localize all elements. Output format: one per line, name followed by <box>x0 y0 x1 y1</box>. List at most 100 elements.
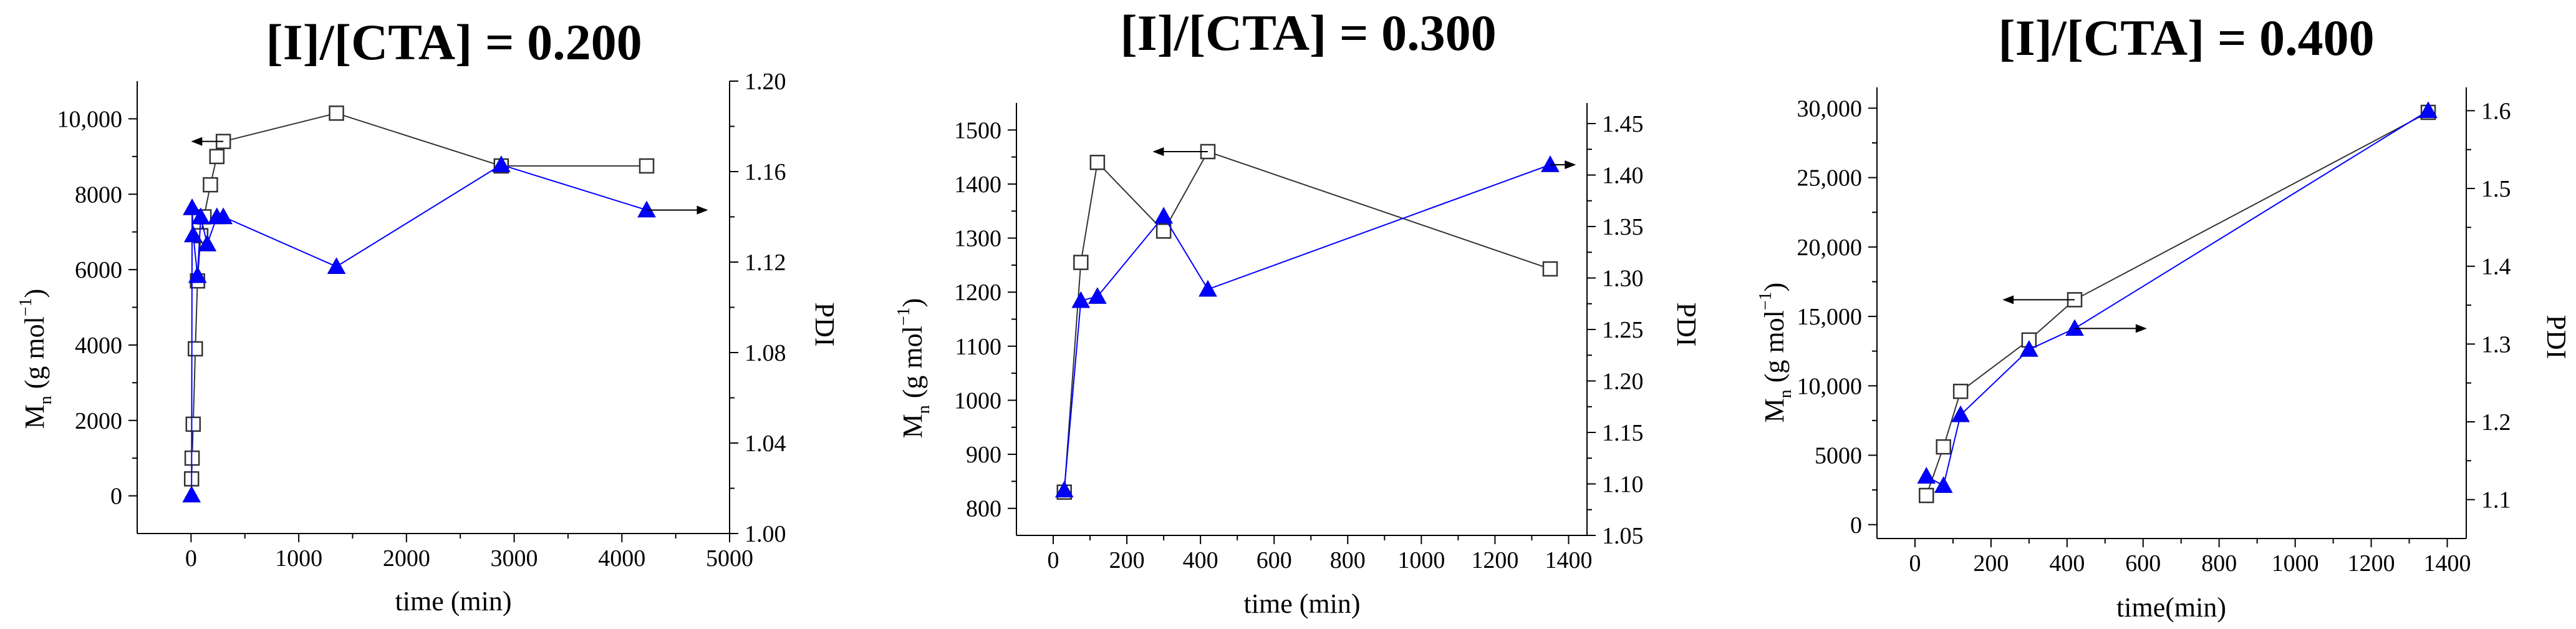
y-left-tick-label-3: 15,000 <box>1797 304 1863 330</box>
y-left-tick-label-2: 1000 <box>954 388 1001 414</box>
chart-title-1: [I]/[CTA] = 0.200 <box>266 14 642 71</box>
pdi-data-point-3 <box>1917 467 1936 484</box>
x-tick-label-1: 3000 <box>491 545 538 572</box>
x-axis-label-3: time(min) <box>2116 592 2226 623</box>
pdi-data-point-1 <box>191 207 210 225</box>
y-left-tick-label-1: 4000 <box>75 333 122 359</box>
x-tick-label-3: 0 <box>1909 550 1921 577</box>
y-right-tick-label-1: 1.20 <box>745 69 786 95</box>
pdi-data-point-3 <box>2065 319 2084 336</box>
x-tick-label-1: 5000 <box>706 545 753 572</box>
y-axis-left-label-2: Mn (g mol−1) <box>894 298 933 439</box>
y-right-tick-label-2: 1.05 <box>1602 523 1644 549</box>
mn-data-point-2 <box>1155 223 1172 239</box>
y-right-tick-label-2: 1.20 <box>1602 369 1644 395</box>
pdi-data-point-2 <box>1054 480 1074 498</box>
y-left-tick-label-3: 10,000 <box>1797 373 1863 399</box>
pdi-data-point-1 <box>188 266 207 283</box>
y-left-tick-label-2: 1200 <box>954 280 1001 306</box>
x-tick-label-2: 1000 <box>1397 547 1445 573</box>
x-tick-label-2: 200 <box>1109 547 1145 573</box>
mn-data-point-2 <box>1089 155 1106 170</box>
y-right-tick-label-2: 1.45 <box>1602 111 1644 137</box>
mn-data-point-2 <box>1542 261 1558 277</box>
pdi-data-point-2 <box>1541 155 1560 172</box>
x-tick-label-3: 800 <box>2201 550 2237 577</box>
x-tick-label-3: 1400 <box>2424 550 2471 577</box>
arrow-right-3 <box>2075 324 2147 333</box>
pdi-series-line-2 <box>1063 164 1551 490</box>
arrow-left-3 <box>2002 295 2075 305</box>
y-left-tick-label-2: 1100 <box>955 334 1001 360</box>
x-tick-label-3: 1000 <box>2272 550 2319 577</box>
pdi-data-point-3 <box>1951 405 1970 422</box>
y-right-tick-label-2: 1.30 <box>1602 266 1644 292</box>
y-left-tick-label-2: 800 <box>966 496 1001 522</box>
y-right-tick-label-3: 1.4 <box>2481 254 2511 280</box>
x-tick-label-3: 400 <box>2049 550 2085 577</box>
x-tick-label-2: 1400 <box>1545 547 1592 573</box>
y-left-tick-label-3: 30,000 <box>1797 95 1863 122</box>
y-right-tick-label-3: 1.1 <box>2481 487 2511 514</box>
y-left-tick-label-2: 1400 <box>954 172 1001 198</box>
y-axis-right-label-1: PDI <box>809 303 840 347</box>
chart-panel-2: [I]/[CTA] = 0.300 0 200 400 600 800 1000 1200 1… <box>894 4 1702 619</box>
mn-data-point-1 <box>203 177 218 193</box>
x-tick-label-1: 4000 <box>598 545 645 572</box>
arrow-left-2 <box>1152 147 1208 156</box>
y-left-tick-label-1: 2000 <box>75 408 122 434</box>
mn-data-point-1 <box>188 341 203 357</box>
x-tick-label-2: 0 <box>1048 547 1059 573</box>
plot-area-2: 0 200 400 600 800 1000 1200 1400 800 900 1000 1100 1… <box>954 103 1644 573</box>
pdi-data-point-1 <box>183 198 201 215</box>
y-right-tick-label-1: 1.08 <box>745 340 786 366</box>
x-tick-label-3: 1200 <box>2348 550 2395 577</box>
y-right-tick-label-1: 1.04 <box>745 431 786 457</box>
pdi-data-point-1 <box>198 234 217 251</box>
pdi-data-point-1 <box>327 257 346 274</box>
pdi-series-line-3 <box>1926 110 2429 487</box>
x-tick-label-2: 400 <box>1183 547 1218 573</box>
y-right-tick-label-3: 1.3 <box>2481 331 2511 358</box>
mn-series-line-3 <box>1926 112 2429 496</box>
y-left-tick-label-3: 20,000 <box>1797 235 1863 261</box>
y-left-tick-label-1: 6000 <box>75 257 122 283</box>
pdi-data-point-2 <box>1199 280 1217 297</box>
chart-panel-1: [I]/[CTA] = 0.200 0 1000 2000 3000 4000 50000… <box>16 14 840 617</box>
pdi-data-point-2 <box>1154 207 1173 224</box>
mn-data-point-2 <box>1073 255 1089 270</box>
pdi-data-point-3 <box>2020 340 2038 357</box>
y-axis-right-label-2: PDI <box>1671 303 1702 347</box>
y-left-tick-label-2: 900 <box>966 442 1001 468</box>
y-right-tick-label-2: 1.25 <box>1602 317 1644 343</box>
y-axis-left-label-1: Mn (g mol−1) <box>16 289 55 429</box>
y-left-tick-label-2: 1500 <box>954 117 1001 144</box>
mn-data-point-1 <box>209 149 225 165</box>
y-axis-right-label-3: PDI <box>2541 315 2572 359</box>
pdi-data-point-1 <box>214 207 233 225</box>
mn-data-point-1 <box>639 158 655 174</box>
x-tick-label-2: 1200 <box>1471 547 1518 573</box>
x-tick-label-2: 800 <box>1330 547 1366 573</box>
x-tick-label-3: 600 <box>2125 550 2161 577</box>
mn-data-point-1 <box>185 416 201 432</box>
y-right-tick-label-1: 1.12 <box>745 250 786 276</box>
pdi-data-point-1 <box>183 225 203 243</box>
pdi-data-point-1 <box>491 155 511 172</box>
pdi-data-point-2 <box>1071 291 1091 308</box>
arrow-right-1 <box>647 205 708 215</box>
mn-data-point-3 <box>1919 487 1934 504</box>
x-tick-label-1: 0 <box>185 545 197 572</box>
chart-panel-3: [I]/[CTA] = 0.400 0 200 400 600 800 1000 1200 1… <box>1756 9 2572 623</box>
mn-series-line-2 <box>1063 150 1551 492</box>
pdi-series-line-1 <box>191 164 647 495</box>
y-left-tick-label-2: 1300 <box>954 226 1001 252</box>
y-left-tick-label-1: 10,000 <box>57 106 123 132</box>
y-right-tick-label-3: 1.2 <box>2481 409 2511 436</box>
y-right-tick-label-2: 1.15 <box>1602 420 1644 446</box>
y-left-tick-label-3: 5000 <box>1815 443 1862 469</box>
arrow-left-1 <box>191 137 224 146</box>
y-right-tick-label-2: 1.40 <box>1602 163 1644 189</box>
chart-title-2: [I]/[CTA] = 0.300 <box>1120 4 1496 61</box>
